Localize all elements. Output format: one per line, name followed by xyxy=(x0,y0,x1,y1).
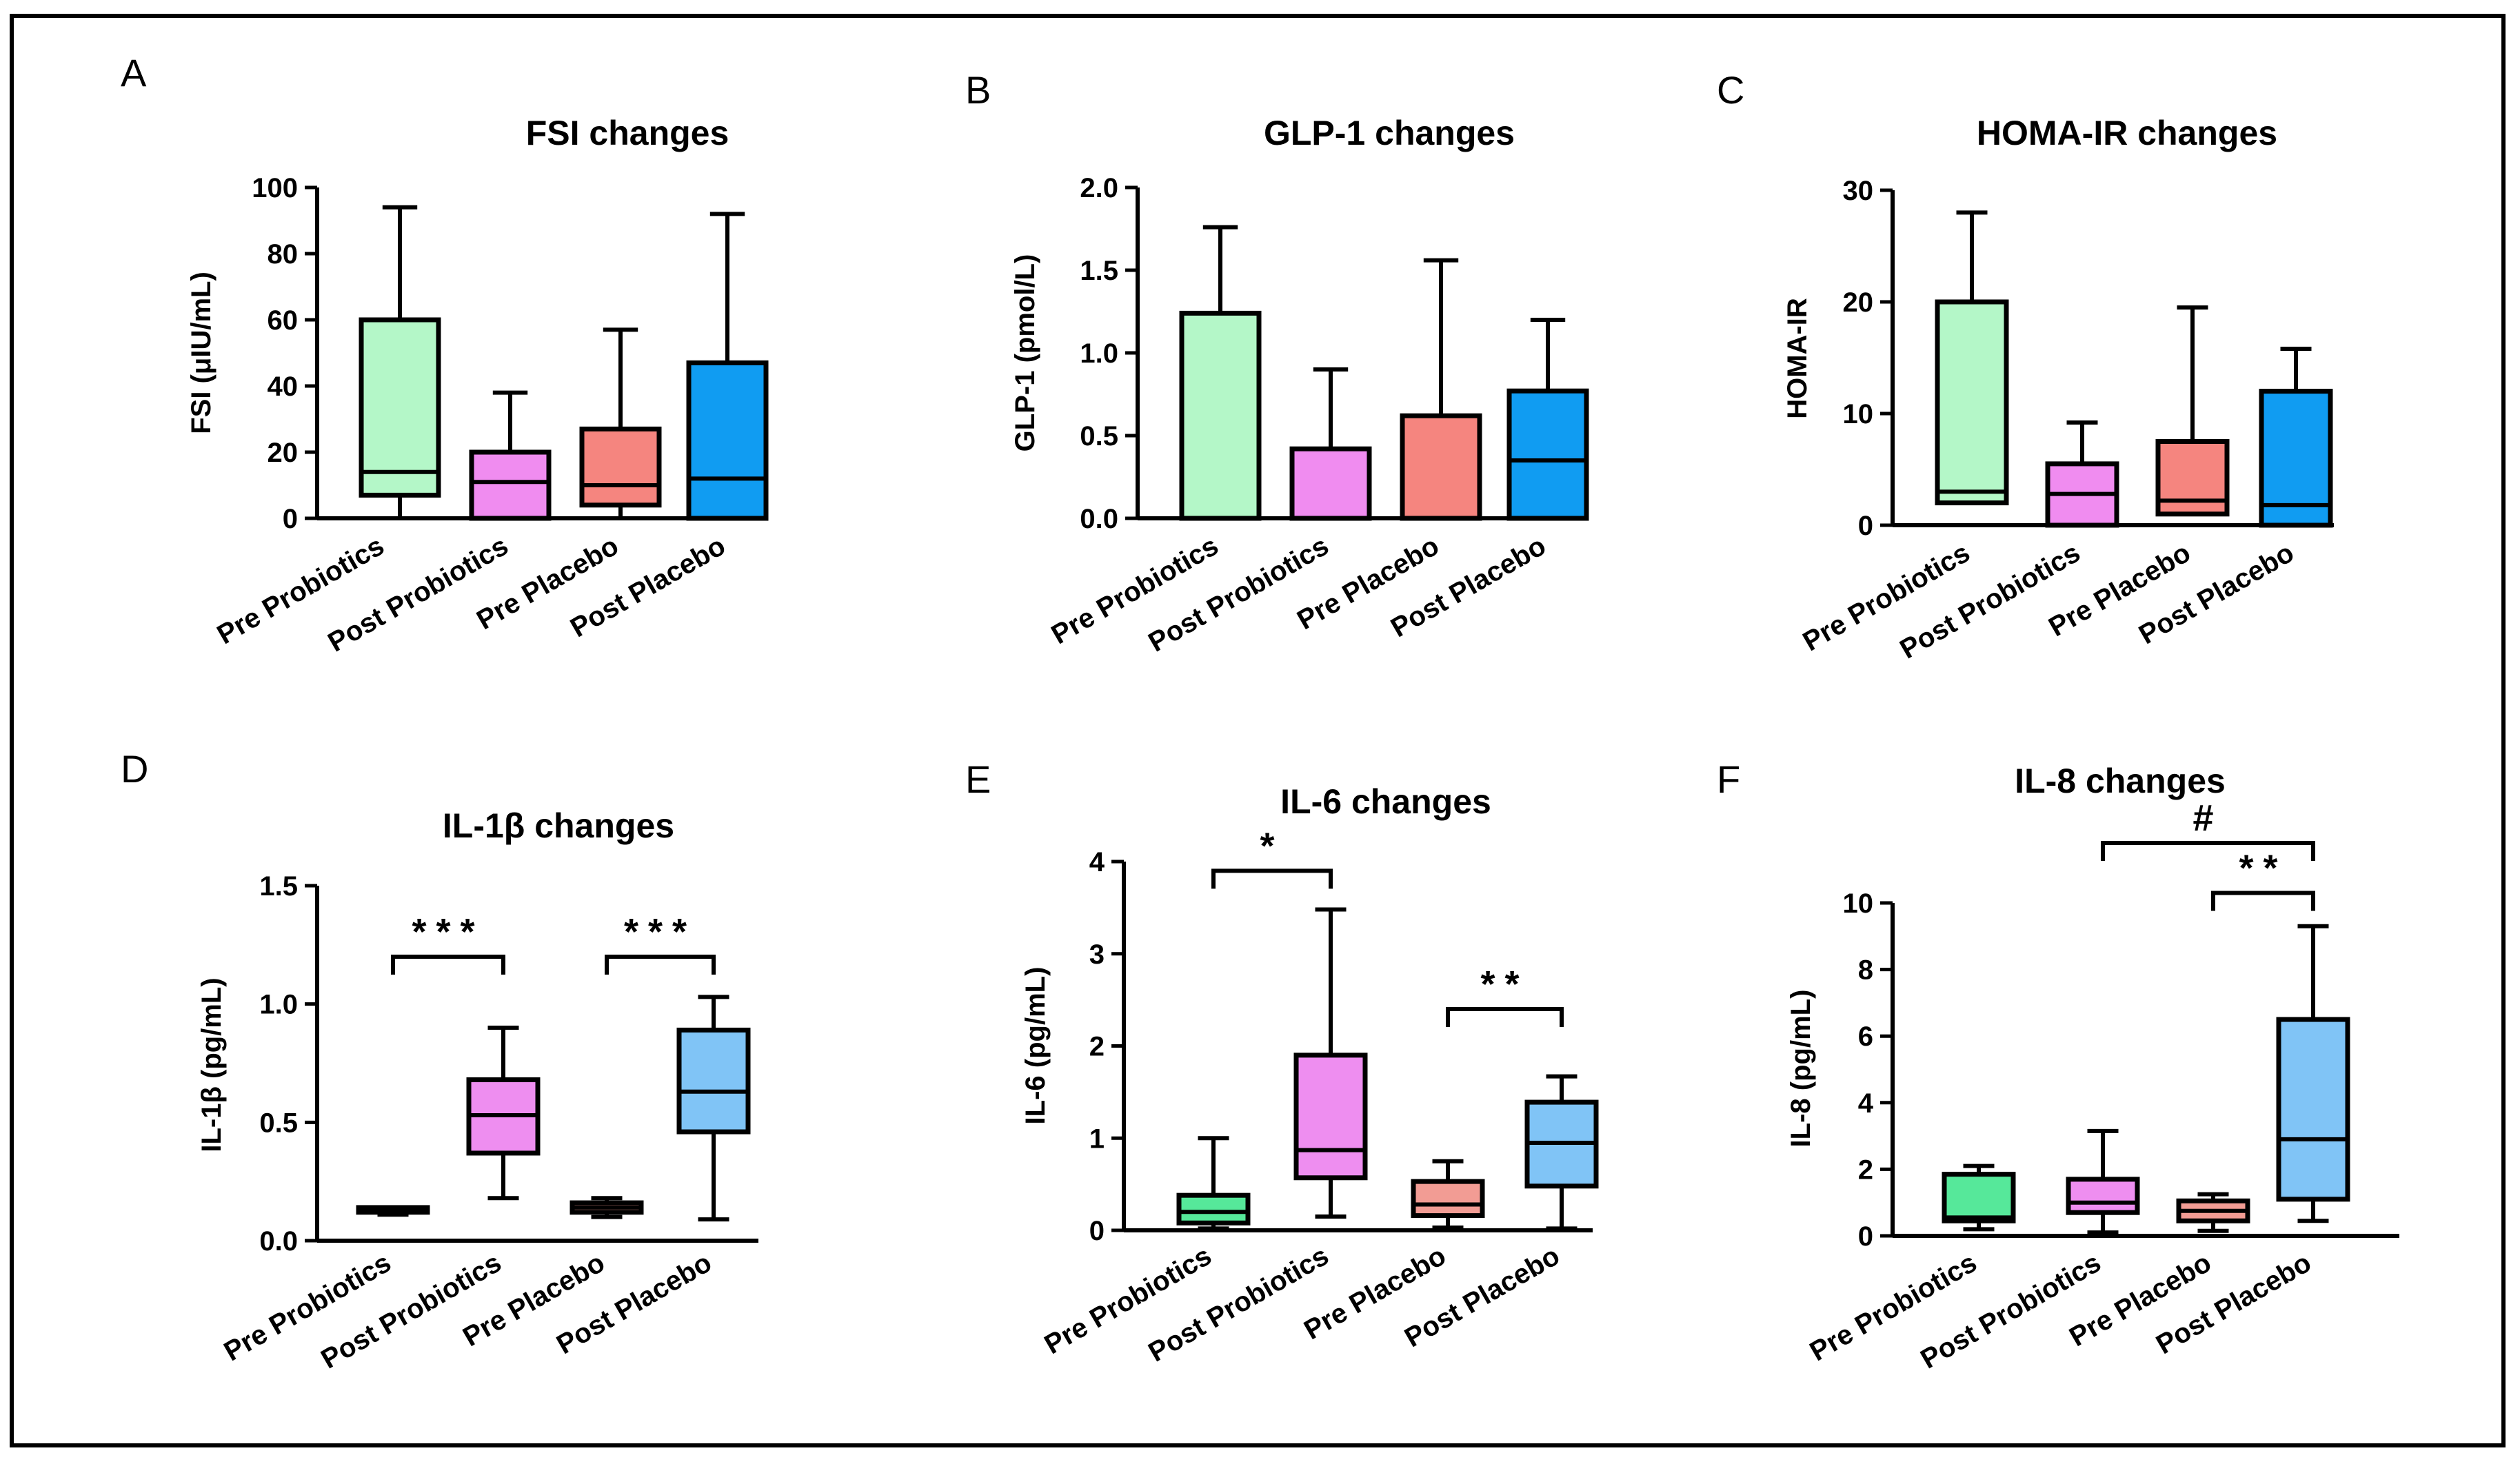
y-tick-label: 1.0 xyxy=(259,990,298,1020)
box-post-probiotics xyxy=(2066,1177,2140,1215)
x-category-label: Post Probiotics xyxy=(316,1248,506,1375)
chart-title: IL-6 changes xyxy=(1280,782,1491,821)
x-category-label: Post Probiotics xyxy=(1895,538,2085,665)
chart-title: IL-1β changes xyxy=(443,806,674,845)
y-axis-label: FSI (μIU/mL) xyxy=(186,272,216,434)
significance-label: ** xyxy=(1480,964,1529,1005)
y-tick-label: 0 xyxy=(1858,1221,1873,1252)
panel-D: D IL-1β changes IL-1β (pg/mL) 0.0 0.5 1.0 1.5 P… xyxy=(121,747,758,1374)
box-post-probiotics xyxy=(1293,1053,1368,1181)
y-tick-label: 1.5 xyxy=(259,871,298,902)
y-tick-label: 60 xyxy=(268,305,299,336)
box-pre-probiotics xyxy=(359,317,441,498)
bracket-line xyxy=(1211,868,1333,889)
significance-bracket: # xyxy=(2101,797,2315,862)
y-tick-label: 2 xyxy=(1858,1155,1873,1185)
x-category-label: Post Probiotics xyxy=(1143,531,1333,658)
box-pre-probiotics xyxy=(1179,310,1262,521)
chart-title: IL-8 changes xyxy=(2015,762,2226,800)
y-tick-label: 1.5 xyxy=(1080,256,1118,286)
box-post-placebo xyxy=(1506,388,1589,521)
y-tick-label: 0.5 xyxy=(259,1108,298,1138)
box-pre-probiotics xyxy=(1942,1172,2016,1223)
bracket-line xyxy=(2211,891,2315,911)
y-tick-label: 3 xyxy=(1089,939,1105,970)
significance-label: *** xyxy=(624,911,696,953)
y-tick-label: 10 xyxy=(1843,399,1874,429)
y-tick-label: 4 xyxy=(1089,847,1105,877)
y-tick-label: 30 xyxy=(1843,176,1874,206)
y-tick-label: 2.0 xyxy=(1080,173,1118,203)
y-tick-label: 40 xyxy=(268,372,299,402)
box-post-placebo xyxy=(2259,389,2333,528)
y-tick-label: 6 xyxy=(1858,1021,1873,1052)
box-pre-probiotics xyxy=(1176,1192,1251,1226)
box-pre-placebo xyxy=(1400,413,1482,521)
y-tick-label: 4 xyxy=(1858,1088,1874,1119)
box-pre-placebo xyxy=(2155,439,2230,517)
y-tick-label: 0.0 xyxy=(1080,504,1118,534)
panel-B: B GLP-1 changes GLP-1 (pmol/L) 0.0 0.5 1.0 1.5… xyxy=(965,68,1589,658)
bracket-line xyxy=(605,955,716,975)
panel-letter: E xyxy=(965,758,991,801)
significance-bracket: *** xyxy=(391,911,505,975)
bracket-line xyxy=(391,955,505,975)
box-post-placebo xyxy=(2276,1017,2350,1202)
panel-letter: C xyxy=(1717,68,1744,112)
y-tick-label: 0 xyxy=(1858,511,1873,541)
y-tick-label: 0 xyxy=(1089,1216,1105,1246)
y-tick-label: 100 xyxy=(252,173,298,203)
panel-letter: A xyxy=(121,51,147,94)
significance-bracket: *** xyxy=(605,911,716,975)
panel-letter: B xyxy=(965,68,991,112)
box-post-placebo xyxy=(686,360,769,521)
chart-title: GLP-1 changes xyxy=(1264,114,1515,152)
box-post-probiotics xyxy=(1289,446,1372,521)
bracket-line xyxy=(1446,1007,1564,1027)
y-axis-label: HOMA-IR xyxy=(1782,298,1813,419)
chart-title: HOMA-IR changes xyxy=(1977,114,2277,152)
y-tick-label: 1 xyxy=(1089,1124,1105,1154)
box-post-placebo xyxy=(676,1027,751,1135)
significance-label: * xyxy=(1260,825,1284,866)
y-axis-label: GLP-1 (pmol/L) xyxy=(1010,254,1040,452)
y-tick-label: 1.0 xyxy=(1080,338,1118,369)
panel-letter: F xyxy=(1717,758,1740,801)
box-pre-placebo xyxy=(579,426,662,508)
y-tick-label: 20 xyxy=(1843,287,1874,318)
y-tick-label: 0.5 xyxy=(1080,421,1118,451)
y-axis-label: IL-6 (pg/mL) xyxy=(1020,967,1051,1125)
box-pre-probiotics xyxy=(1935,299,2009,506)
significance-label: ** xyxy=(2239,848,2287,889)
chart-title: FSI changes xyxy=(526,114,729,152)
y-tick-label: 80 xyxy=(268,239,299,270)
significance-bracket: ** xyxy=(1446,964,1564,1027)
significance-bracket: ** xyxy=(2211,848,2315,911)
significance-bracket: * xyxy=(1211,825,1333,889)
y-tick-label: 20 xyxy=(268,438,299,468)
y-axis-label: IL-1β (pg/mL) xyxy=(196,977,227,1152)
panel-letter: D xyxy=(121,747,148,791)
y-axis-label: IL-8 (pg/mL) xyxy=(1786,990,1816,1148)
y-tick-label: 2 xyxy=(1089,1032,1105,1062)
figure-frame xyxy=(10,14,2506,1447)
y-tick-label: 0.0 xyxy=(259,1226,298,1257)
y-tick-label: 0 xyxy=(283,504,298,534)
box-post-probiotics xyxy=(469,449,552,521)
box-pre-placebo xyxy=(1411,1179,1485,1219)
significance-label: # xyxy=(2193,797,2223,839)
significance-label: *** xyxy=(412,911,484,953)
y-tick-label: 8 xyxy=(1858,955,1873,986)
y-tick-label: 10 xyxy=(1843,888,1874,919)
bracket-line xyxy=(2101,841,2315,862)
